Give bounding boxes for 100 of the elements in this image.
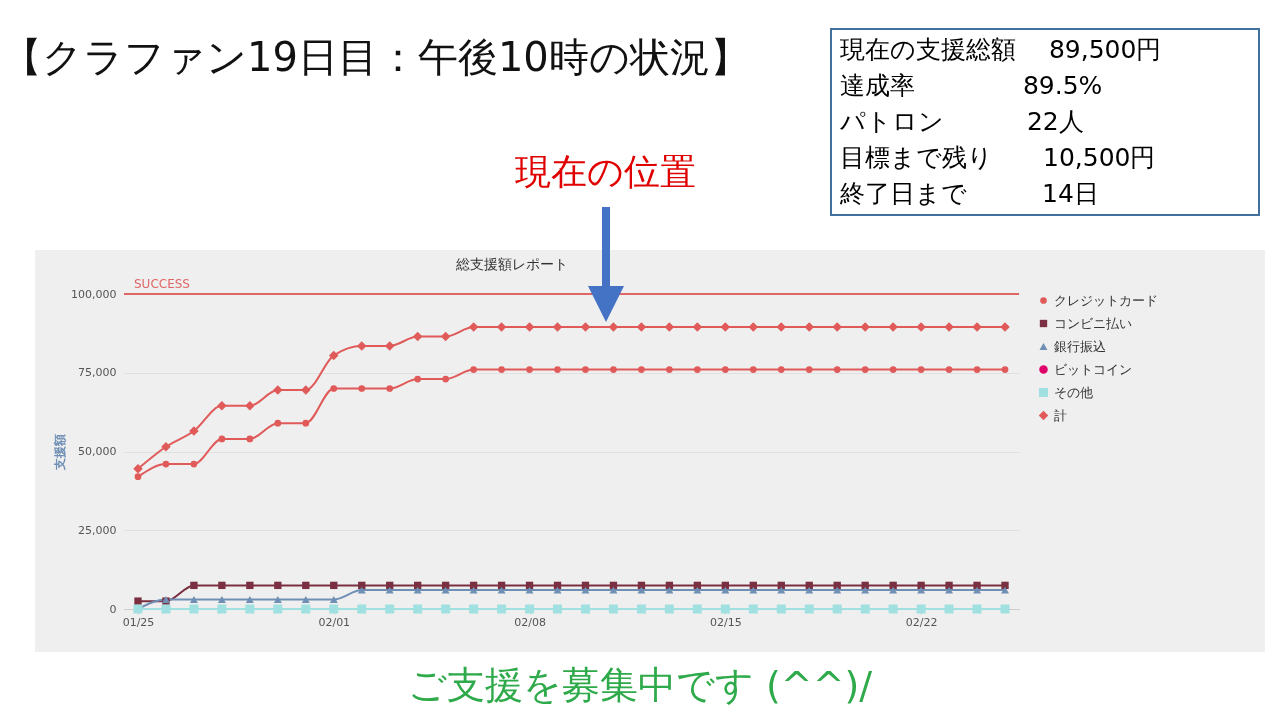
point (832, 604, 842, 614)
x-tick-label: 02/15 (709, 615, 742, 629)
point (693, 586, 702, 594)
point (134, 473, 142, 481)
legend-label: クレジットカード (1054, 292, 1158, 308)
point (944, 604, 954, 614)
point (608, 604, 618, 614)
point (357, 586, 366, 594)
point (860, 604, 870, 614)
point (1000, 604, 1010, 614)
point (776, 604, 786, 614)
point (973, 586, 982, 594)
point (777, 586, 786, 594)
text: 目標まで残り 10,500円 (840, 142, 1157, 174)
text: 達成率 89.5% (840, 70, 1104, 102)
legend-label: コンビニ払い (1054, 315, 1132, 331)
point (217, 401, 227, 411)
point (665, 586, 674, 594)
point (833, 366, 841, 373)
point (666, 366, 673, 373)
point (664, 604, 674, 614)
point (329, 596, 338, 603)
point (329, 604, 339, 614)
point (889, 366, 897, 373)
point (945, 586, 954, 594)
point (245, 596, 254, 603)
point (554, 366, 561, 373)
x-tick-label: 02/08 (514, 615, 546, 629)
point (748, 604, 758, 614)
point (134, 597, 142, 605)
chart-subtitle: 総支援額レポート (454, 256, 568, 272)
point (553, 586, 562, 594)
point (218, 435, 226, 443)
point (916, 604, 926, 614)
chart-title: 【クラファン19日目：午後10時の状況】 (2, 33, 750, 82)
point (805, 586, 814, 594)
point (330, 385, 338, 392)
point (273, 604, 283, 614)
legend-label: 計 (1054, 407, 1067, 423)
point (526, 366, 533, 373)
point (190, 460, 198, 468)
point (189, 604, 199, 614)
point (246, 435, 254, 443)
ref-line-label: SUCCESS (134, 277, 190, 291)
point (580, 604, 590, 614)
point (945, 581, 953, 590)
point (357, 604, 367, 614)
point (609, 586, 618, 594)
point (889, 581, 897, 590)
point (610, 366, 617, 373)
point (917, 366, 925, 373)
point (273, 596, 282, 603)
point (749, 366, 757, 373)
point (692, 604, 702, 614)
point (720, 604, 730, 614)
point (636, 604, 646, 614)
y-tick-label: 75,000 (78, 366, 117, 380)
point (386, 385, 394, 392)
text: 現在の位置 (515, 150, 696, 194)
point (189, 596, 198, 603)
point (553, 604, 563, 614)
point (777, 366, 785, 373)
point (525, 604, 535, 614)
text: 現在の支援総額 89,500円 (840, 34, 1163, 66)
point (861, 581, 869, 590)
point (412, 331, 423, 342)
point (468, 322, 479, 332)
point (1001, 366, 1009, 373)
y-tick-label: 25,000 (78, 523, 117, 537)
point (804, 322, 814, 332)
y-tick-label: 100,000 (71, 287, 117, 301)
point (638, 366, 645, 373)
text: 終了日まで 14日 (840, 178, 1100, 210)
y-axis-title: 支援額 (53, 434, 68, 471)
point (888, 604, 898, 614)
point (190, 581, 198, 590)
point (945, 366, 953, 373)
point (525, 586, 534, 594)
point (833, 586, 842, 594)
point (301, 596, 310, 603)
point (440, 331, 451, 342)
text: ご支援を募集中です (^^)/ (406, 662, 874, 709)
point (302, 581, 310, 590)
point (161, 604, 171, 614)
point (804, 604, 814, 614)
point (385, 604, 395, 614)
point (721, 366, 729, 373)
point (861, 586, 870, 594)
point (832, 322, 842, 332)
point (582, 366, 589, 373)
point (497, 604, 507, 614)
point (972, 604, 982, 614)
point (246, 581, 254, 590)
point (413, 604, 423, 614)
point (330, 581, 338, 590)
point (581, 586, 590, 594)
point (498, 366, 505, 373)
point (301, 385, 311, 395)
point (749, 586, 758, 594)
point (385, 586, 394, 594)
